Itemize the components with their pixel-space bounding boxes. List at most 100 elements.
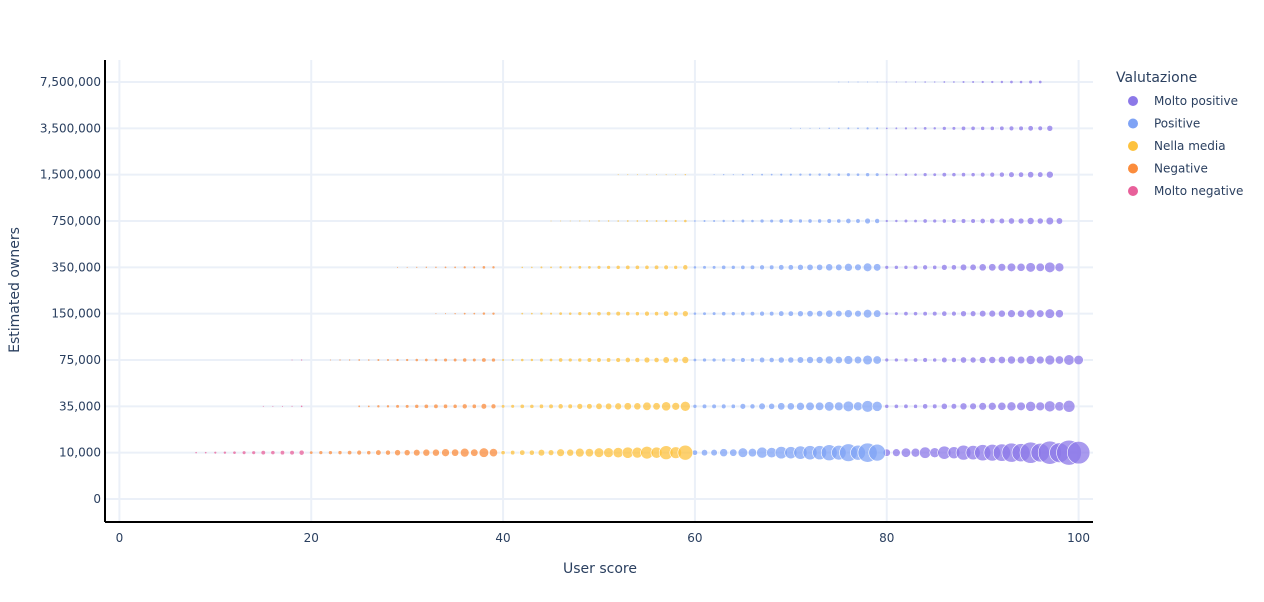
data-point — [664, 219, 668, 223]
y-tick-label: 35,000 — [59, 399, 101, 413]
data-point — [643, 356, 651, 364]
data-point — [922, 357, 928, 363]
data-point — [520, 404, 525, 409]
data-point — [739, 403, 747, 410]
data-point — [492, 266, 495, 269]
y-tick-label: 1,500,000 — [40, 168, 101, 182]
data-point — [817, 218, 823, 224]
data-point — [397, 266, 399, 268]
data-point — [951, 357, 957, 363]
data-point — [521, 266, 524, 269]
data-point — [502, 359, 505, 361]
data-point — [356, 449, 362, 456]
data-point — [646, 174, 648, 176]
data-point — [652, 402, 661, 411]
data-point — [959, 263, 968, 271]
y-tick-labels: 0 10,000 35,000 75,000 150,000 350,000 750,000… — [40, 75, 101, 506]
data-point — [1018, 171, 1025, 178]
data-point — [873, 309, 882, 318]
data-point — [895, 219, 898, 223]
data-point — [862, 262, 873, 272]
data-point — [903, 403, 909, 409]
x-tick-label: 100 — [1067, 531, 1090, 545]
data-point — [558, 358, 563, 362]
data-point — [693, 358, 697, 362]
data-point — [825, 309, 834, 318]
data-point — [951, 310, 957, 317]
y-tick-label: 75,000 — [59, 353, 101, 367]
data-point — [550, 266, 552, 269]
data-point — [978, 356, 987, 364]
data-point — [473, 266, 476, 269]
data-point — [903, 264, 909, 270]
data-point — [900, 447, 911, 458]
data-point — [663, 264, 669, 271]
data-point — [492, 312, 495, 315]
data-point — [777, 356, 785, 364]
data-point — [681, 356, 690, 364]
data-point — [511, 404, 515, 408]
data-point — [396, 404, 400, 408]
data-point — [559, 266, 562, 269]
data-point — [941, 356, 948, 364]
data-point — [913, 265, 918, 270]
data-point — [597, 311, 601, 316]
data-point — [769, 264, 775, 270]
data-point — [845, 218, 852, 224]
data-point — [853, 401, 863, 412]
data-point — [778, 310, 785, 317]
data-point — [988, 402, 997, 411]
data-point — [616, 265, 620, 270]
y-tick-label: 150,000 — [51, 307, 101, 321]
data-point — [674, 219, 677, 223]
data-point — [1036, 355, 1045, 365]
data-point — [731, 358, 736, 362]
data-point — [337, 450, 343, 455]
data-point — [853, 355, 863, 365]
legend[interactable]: Valutazione Molto positive Positive Nella … — [1116, 70, 1243, 198]
data-point — [1037, 171, 1044, 178]
data-point — [740, 264, 746, 270]
data-point — [894, 312, 898, 316]
data-point — [634, 311, 640, 317]
data-point — [405, 404, 409, 408]
data-point — [854, 309, 862, 318]
data-point — [932, 403, 938, 409]
data-point — [933, 173, 937, 177]
data-point — [595, 402, 603, 410]
data-point — [472, 358, 476, 362]
x-tick-label: 20 — [304, 531, 319, 545]
data-point — [473, 312, 476, 315]
data-point — [824, 401, 835, 412]
data-point — [885, 404, 889, 409]
y-tick-label: 3,500,000 — [40, 121, 101, 135]
data-point — [665, 174, 667, 176]
data-point — [1038, 80, 1042, 84]
legend-marker — [1128, 163, 1138, 174]
data-point — [569, 220, 571, 222]
data-point — [415, 358, 419, 362]
data-point — [377, 358, 380, 362]
data-point — [291, 359, 293, 361]
data-point — [443, 403, 449, 409]
data-point — [635, 265, 640, 270]
data-point — [970, 218, 976, 224]
data-point — [519, 449, 526, 456]
data-point — [862, 354, 873, 366]
data-point — [940, 402, 948, 410]
data-point — [731, 311, 735, 316]
data-point — [904, 173, 908, 176]
legend-label: Molto negative — [1154, 184, 1243, 198]
data-point — [1044, 354, 1056, 366]
data-point — [416, 266, 418, 268]
data-point — [633, 402, 642, 411]
data-point — [978, 263, 987, 272]
data-point — [424, 358, 428, 362]
data-point — [807, 218, 813, 224]
data-point — [261, 450, 266, 455]
data-point — [406, 358, 409, 362]
data-point — [584, 448, 594, 458]
data-point — [988, 309, 996, 318]
data-point — [1044, 308, 1055, 319]
data-point — [1055, 309, 1064, 319]
